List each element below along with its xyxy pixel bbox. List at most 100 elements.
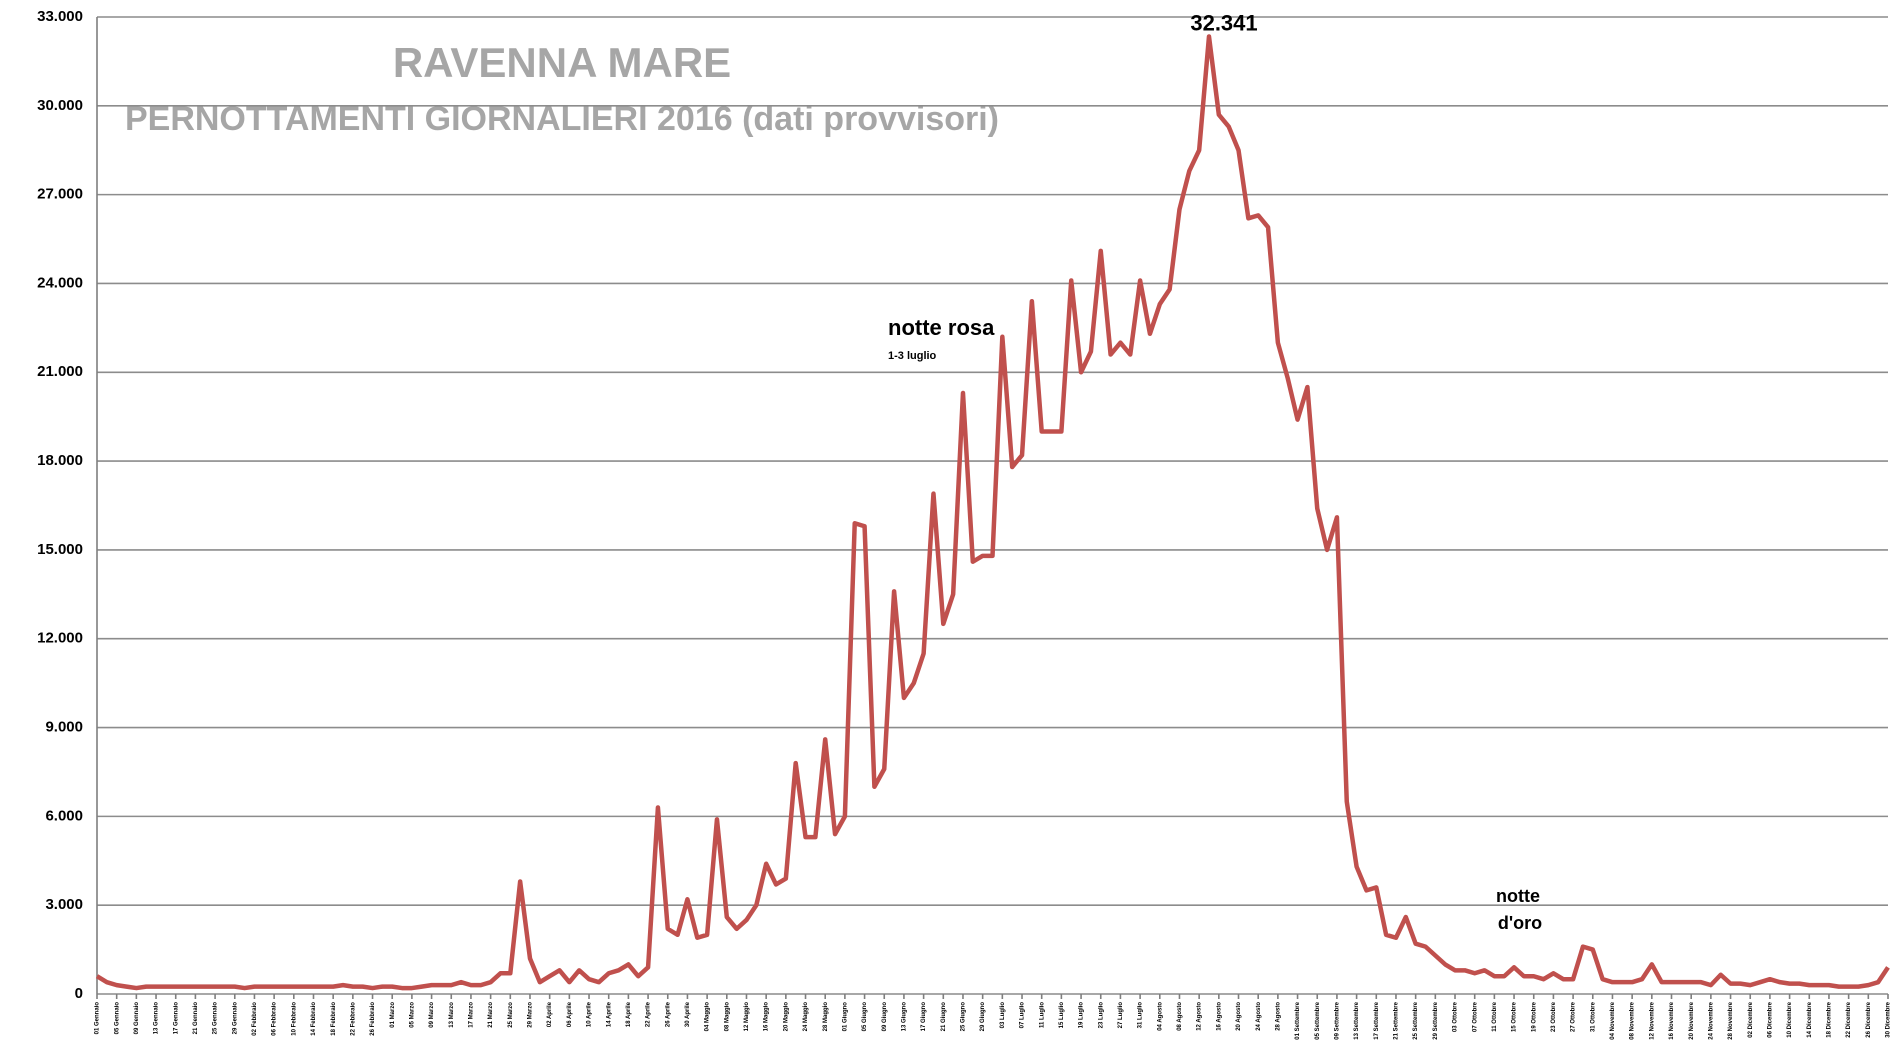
x-tick-label: 18 Febbraio (331, 1002, 337, 1036)
x-tick-label: 29 Marzo (528, 1002, 534, 1028)
x-tick-label: 22 Dicembre (1846, 1001, 1852, 1037)
x-tick-label: 08 Novembre (1630, 1001, 1636, 1039)
x-tick-label: 08 Maggio (724, 1002, 730, 1032)
x-tick-label: 05 Settembre (1315, 1001, 1321, 1039)
x-tick-label: 18 Dicembre (1827, 1001, 1833, 1037)
x-tick-label: 12 Maggio (744, 1002, 750, 1032)
x-tick-label: 13 Gennaio (154, 1002, 160, 1035)
x-tick-label: 30 Aprile (685, 1001, 691, 1027)
y-tick-label: 24.000 (37, 274, 83, 291)
x-tick-label: 19 Luglio (1079, 1002, 1085, 1029)
x-tick-label: 02 Dicembre (1748, 1001, 1754, 1037)
x-tick-label: 05 Giugno (862, 1002, 868, 1032)
y-tick-label: 33.000 (37, 8, 83, 25)
x-tick-label: 25 Settembre (1413, 1001, 1419, 1039)
x-tick-label: 09 Giugno (882, 1002, 888, 1032)
y-tick-label: 27.000 (37, 186, 83, 203)
y-tick-label: 3.000 (45, 896, 83, 913)
x-tick-label: 08 Agosto (1177, 1002, 1183, 1031)
x-tick-label: 25 Marzo (508, 1002, 514, 1028)
x-tick-label: 17 Gennaio (173, 1002, 179, 1035)
x-tick-label: 09 Gennaio (134, 1002, 140, 1035)
x-tick-label: 27 Luglio (1118, 1002, 1124, 1029)
y-tick-label: 12.000 (37, 630, 83, 647)
x-tick-label: 04 Agosto (1157, 1002, 1163, 1031)
x-tick-label: 07 Luglio (1020, 1002, 1026, 1029)
x-tick-label: 04 Maggio (705, 1002, 711, 1032)
chart-title: RAVENNA MARE (393, 39, 731, 86)
x-tick-label: 15 Ottobre (1512, 1001, 1518, 1032)
x-tick-label: 13 Giugno (902, 1002, 908, 1032)
annotation: d'oro (1498, 913, 1542, 933)
x-tick-label: 12 Novembre (1649, 1001, 1655, 1039)
annotation: notte (1496, 886, 1540, 906)
x-tick-label: 28 Novembre (1728, 1001, 1734, 1039)
x-tick-label: 23 Ottobre (1551, 1001, 1557, 1032)
x-tick-label: 28 Maggio (823, 1002, 829, 1032)
x-tick-label: 25 Gennaio (213, 1002, 219, 1035)
x-tick-label: 28 Agosto (1275, 1002, 1281, 1031)
x-tick-label: 24 Maggio (803, 1002, 809, 1032)
x-tick-label: 01 Marzo (390, 1002, 396, 1028)
y-tick-label: 6.000 (45, 807, 83, 824)
x-tick-label: 26 Dicembre (1866, 1001, 1872, 1037)
x-tick-label: 10 Dicembre (1787, 1001, 1793, 1037)
x-tick-label: 29 Giugno (980, 1002, 986, 1032)
x-tick-label: 11 Luglio (1039, 1002, 1045, 1028)
x-tick-label: 15 Luglio (1059, 1002, 1065, 1029)
x-tick-label: 20 Novembre (1689, 1001, 1695, 1039)
x-tick-label: 19 Ottobre (1531, 1001, 1537, 1032)
x-tick-label: 18 Aprile (626, 1001, 632, 1027)
x-tick-label: 05 Gennaio (114, 1002, 120, 1035)
x-tick-label: 02 Aprile (547, 1001, 553, 1027)
x-tick-label: 16 Agosto (1216, 1002, 1222, 1031)
x-tick-label: 06 Febbraio (272, 1002, 278, 1036)
x-tick-label: 22 Aprile (646, 1001, 652, 1027)
data-label: 32.341 (1190, 10, 1257, 35)
x-tick-label: 21 Settembre (1394, 1001, 1400, 1039)
x-tick-label: 13 Marzo (449, 1002, 455, 1028)
x-tick-label: 01 Giugno (842, 1002, 848, 1032)
x-tick-label: 31 Ottobre (1590, 1001, 1596, 1032)
x-tick-label: 27 Ottobre (1571, 1001, 1577, 1032)
y-tick-label: 18.000 (37, 452, 83, 469)
x-tick-label: 07 Ottobre (1472, 1001, 1478, 1032)
x-tick-label: 25 Giugno (961, 1002, 967, 1032)
x-tick-label: 09 Settembre (1335, 1001, 1341, 1039)
x-tick-label: 20 Agosto (1236, 1002, 1242, 1031)
x-tick-label: 13 Settembre (1354, 1001, 1360, 1039)
x-tick-label: 26 Febbraio (370, 1002, 376, 1036)
y-tick-label: 0 (75, 985, 83, 1002)
x-tick-label: 10 Febbraio (291, 1002, 297, 1036)
x-tick-label: 26 Aprile (665, 1001, 671, 1027)
x-tick-label: 21 Giugno (941, 1002, 947, 1032)
x-tick-label: 31 Luglio (1138, 1002, 1144, 1029)
x-tick-label: 06 Dicembre (1767, 1001, 1773, 1037)
x-tick-label: 02 Febbraio (252, 1002, 258, 1036)
y-tick-label: 15.000 (37, 541, 83, 558)
x-tick-label: 22 Febbraio (350, 1002, 356, 1036)
x-tick-label: 17 Marzo (469, 1002, 475, 1028)
x-tick-label: 06 Aprile (567, 1001, 573, 1027)
y-tick-label: 21.000 (37, 363, 83, 380)
x-tick-label: 14 Aprile (606, 1001, 612, 1027)
x-tick-label: 16 Maggio (764, 1002, 770, 1032)
x-tick-label: 10 Aprile (587, 1001, 593, 1027)
x-tick-label: 03 Luglio (1000, 1002, 1006, 1029)
x-tick-label: 23 Luglio (1098, 1002, 1104, 1029)
x-tick-label: 29 Gennaio (232, 1002, 238, 1035)
data-line (95, 34, 1890, 991)
x-tick-label: 24 Agosto (1256, 1002, 1262, 1031)
x-tick-label: 14 Febbraio (311, 1002, 317, 1036)
x-tick-label: 03 Ottobre (1453, 1001, 1459, 1032)
y-tick-label: 30.000 (37, 97, 83, 114)
x-tick-label: 05 Marzo (409, 1002, 415, 1028)
x-tick-label: 30 Dicembre (1886, 1001, 1892, 1037)
x-tick-label: 12 Agosto (1197, 1002, 1203, 1031)
x-tick-label: 01 Gennaio (95, 1002, 101, 1035)
x-tick-label: 20 Maggio (783, 1002, 789, 1032)
annotation: 1-3 luglio (888, 350, 937, 362)
x-tick-label: 09 Marzo (429, 1002, 435, 1028)
